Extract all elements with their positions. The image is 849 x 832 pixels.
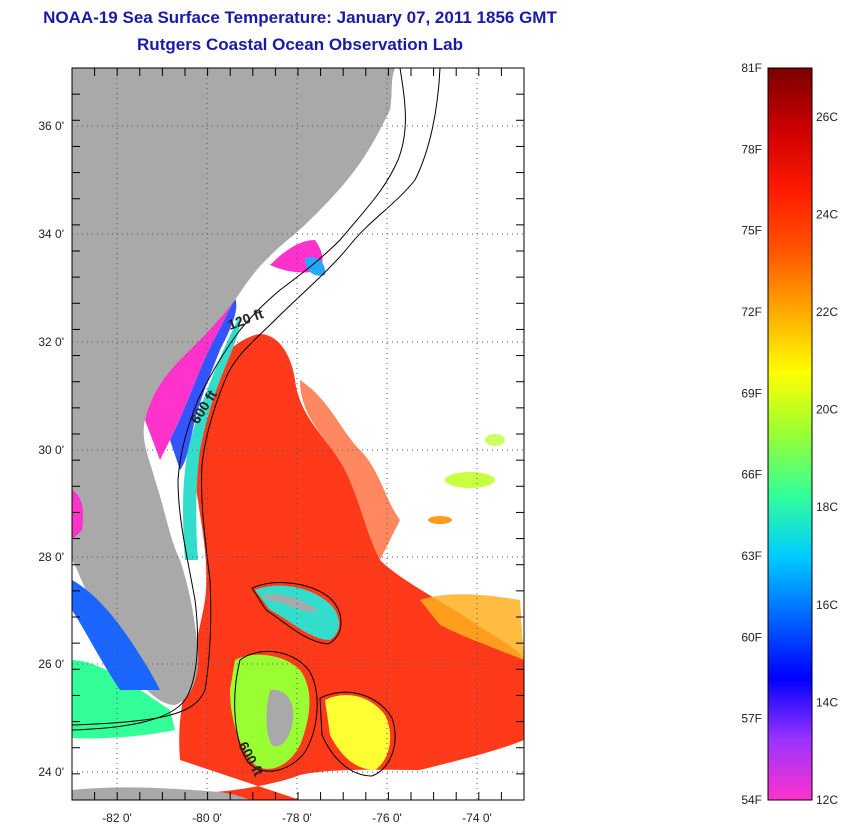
lat-label: 36 0' <box>38 119 64 133</box>
lon-label: -74 0' <box>462 811 492 825</box>
florida-gulf-cool-water <box>72 580 160 690</box>
lat-label: 32 0' <box>38 335 64 349</box>
lon-label: -78 0' <box>282 811 312 825</box>
lon-label: -76 0' <box>372 811 402 825</box>
land-southeast-us <box>72 68 395 705</box>
celsius-label: 26C <box>816 110 838 124</box>
celsius-label: 12C <box>816 793 838 807</box>
celsius-label: 16C <box>816 598 838 612</box>
andros-island <box>266 689 294 747</box>
temperature-colorbar: 81F 78F 75F 72F 69F 66F 63F 60F 57F 54F 26C 24C 22C… <box>741 61 838 807</box>
celsius-label: 14C <box>816 695 838 709</box>
lat-label: 34 0' <box>38 227 64 241</box>
map-title: NOAA-19 Sea Surface Temperature: January… <box>43 8 557 27</box>
celsius-labels: 26C 24C 22C 20C 18C 16C 14C 12C <box>816 110 838 807</box>
fahrenheit-labels: 81F 78F 75F 72F 69F 66F 63F 60F 57F 54F <box>741 61 762 807</box>
fahrenheit-label: 57F <box>741 712 762 726</box>
celsius-label: 20C <box>816 403 838 417</box>
gulf-stream-warm-water <box>120 334 524 800</box>
map-subtitle: Rutgers Coastal Ocean Observation Lab <box>137 35 463 54</box>
contour-bahamas-2 <box>319 691 396 777</box>
scattered-warm-patches <box>420 594 524 660</box>
warm-patch <box>428 516 452 524</box>
cape-fear-cool-water <box>305 257 326 276</box>
fahrenheit-label: 54F <box>741 793 762 807</box>
axis-ticks <box>71 67 525 801</box>
contour-600ft <box>72 68 441 726</box>
warm-patch <box>445 472 495 488</box>
lat-label: 24 0' <box>38 765 64 779</box>
lat-label: 30 0' <box>38 443 64 457</box>
colorbar-gradient <box>767 67 813 801</box>
gulf-stream-fringe <box>300 380 400 560</box>
contour-little-bahama <box>251 582 342 645</box>
celsius-label: 24C <box>816 207 838 221</box>
latitude-labels: 36 0' 34 0' 32 0' 30 0' 28 0' 26 0' 24 0… <box>38 119 64 779</box>
contour-bahamas <box>234 650 318 772</box>
fahrenheit-label: 63F <box>741 549 762 563</box>
fahrenheit-label: 72F <box>741 305 762 319</box>
lat-lon-grid <box>72 68 524 800</box>
fahrenheit-label: 81F <box>741 61 762 75</box>
fahrenheit-label: 75F <box>741 224 762 238</box>
land-cuba <box>72 787 250 800</box>
contour-120ft <box>72 68 406 731</box>
celsius-label: 22C <box>816 305 838 319</box>
fahrenheit-label: 69F <box>741 386 762 400</box>
lat-label: 28 0' <box>38 550 64 564</box>
lon-label: -80 0' <box>192 811 222 825</box>
bahama-land <box>262 594 318 612</box>
cold-shelf-water <box>145 298 235 460</box>
fahrenheit-label: 66F <box>741 468 762 482</box>
longitude-labels: -82 0' -80 0' -78 0' -76 0' -74 0' <box>102 811 492 825</box>
lat-label: 26 0' <box>38 657 64 671</box>
cool-transition-band-2 <box>183 315 241 560</box>
florida-gulf-cold-water <box>72 490 84 540</box>
cool-transition-band <box>170 298 237 470</box>
lon-label: -82 0' <box>102 811 132 825</box>
celsius-label: 18C <box>816 500 838 514</box>
fahrenheit-label: 60F <box>741 630 762 644</box>
fahrenheit-label: 78F <box>741 142 762 156</box>
warm-patch <box>485 434 505 446</box>
exuma-bank <box>325 695 391 770</box>
